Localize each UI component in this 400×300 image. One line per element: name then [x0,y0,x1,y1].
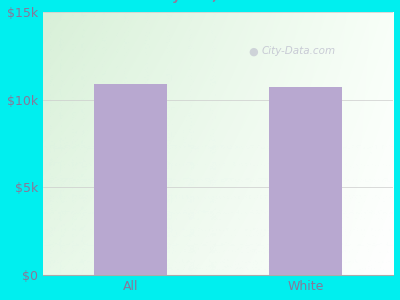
Bar [94,84,167,275]
Bar [269,86,342,275]
Text: ●: ● [248,46,258,56]
Text: City-Data.com: City-Data.com [262,46,336,56]
Text: Rayville, MO: Rayville, MO [153,0,247,3]
